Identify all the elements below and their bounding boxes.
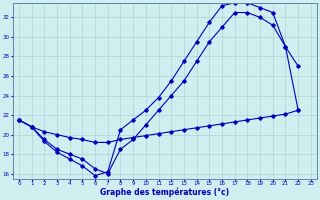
X-axis label: Graphe des températures (°c): Graphe des températures (°c)	[100, 188, 229, 197]
